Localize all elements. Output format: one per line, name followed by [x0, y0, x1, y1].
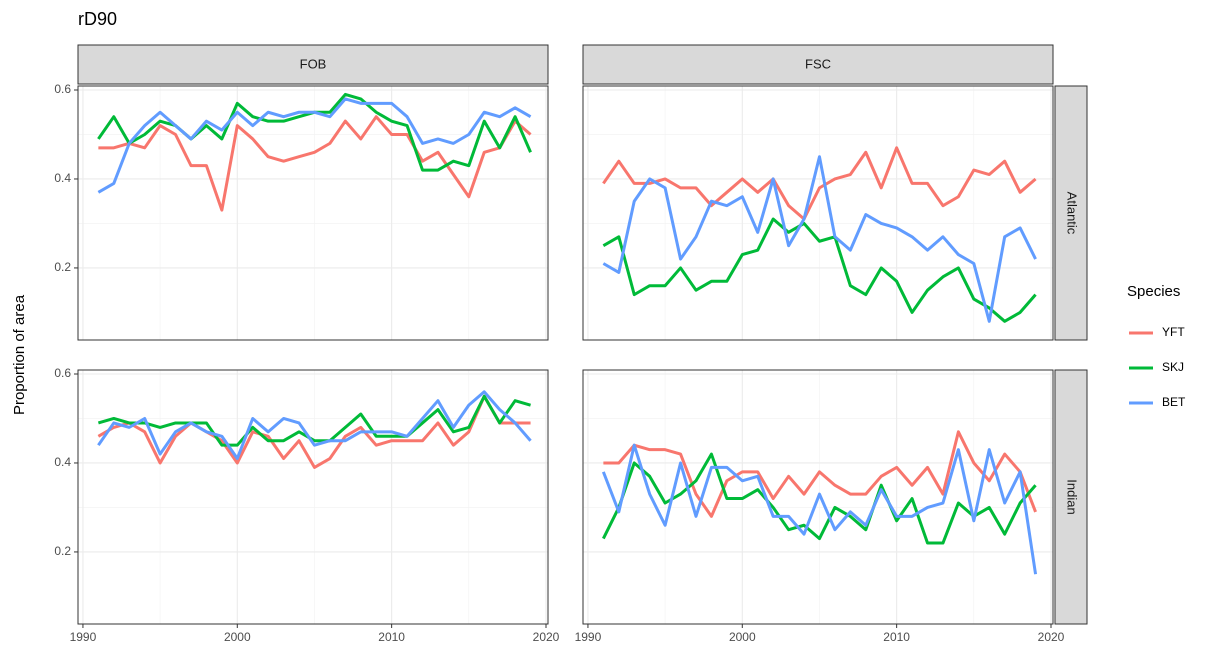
- series-line: [602, 217, 1037, 323]
- y-tick-label: 0.6: [54, 366, 71, 380]
- facet-label: FOB: [300, 56, 327, 71]
- panel-background: [583, 86, 1053, 340]
- x-tick-label: 2020: [1038, 630, 1065, 644]
- y-tick-label: 0.2: [54, 260, 71, 274]
- panel-border: [582, 85, 1054, 341]
- panel-border: [77, 85, 549, 341]
- facet-label: Indian: [1065, 479, 1080, 514]
- facet-strip: [1054, 369, 1088, 625]
- series-line: [602, 155, 1037, 323]
- y-axis-title: Proportion of area: [11, 294, 28, 415]
- facet-label: Atlantic: [1065, 192, 1080, 235]
- panel-border: [77, 369, 549, 625]
- x-tick-label: 2010: [378, 630, 405, 644]
- panel-background: [78, 370, 548, 624]
- panel-background: [78, 86, 548, 340]
- panel-border: [582, 369, 1054, 625]
- chart-title: rD90: [78, 9, 117, 29]
- series-line: [97, 390, 532, 461]
- series-line: [601, 443, 1038, 575]
- x-tick-label: 1990: [575, 630, 602, 644]
- legend-label: YFT: [1162, 325, 1185, 339]
- legend-title: Species: [1127, 283, 1180, 300]
- facet-label: FSC: [805, 56, 831, 71]
- legend-label: SKJ: [1162, 360, 1184, 374]
- x-tick-label: 2010: [883, 630, 910, 644]
- series-line: [602, 146, 1037, 221]
- y-tick-label: 0.6: [54, 82, 71, 96]
- series-line: [603, 430, 1037, 518]
- facet-strip: [582, 44, 1054, 85]
- legend-label: BET: [1162, 395, 1186, 409]
- y-tick-label: 0.4: [54, 171, 71, 185]
- x-tick-label: 1990: [70, 630, 97, 644]
- x-tick-label: 2000: [729, 630, 756, 644]
- facet-strip: [77, 44, 549, 85]
- series-line: [97, 394, 531, 447]
- y-tick-label: 0.4: [54, 455, 71, 469]
- facet-strip: [1054, 85, 1088, 341]
- series-line: [602, 452, 1037, 545]
- series-line: [97, 394, 531, 469]
- x-tick-label: 2000: [224, 630, 251, 644]
- series-line: [98, 115, 532, 212]
- series-line: [97, 97, 532, 194]
- x-tick-label: 2020: [533, 630, 560, 644]
- y-tick-label: 0.2: [54, 544, 71, 558]
